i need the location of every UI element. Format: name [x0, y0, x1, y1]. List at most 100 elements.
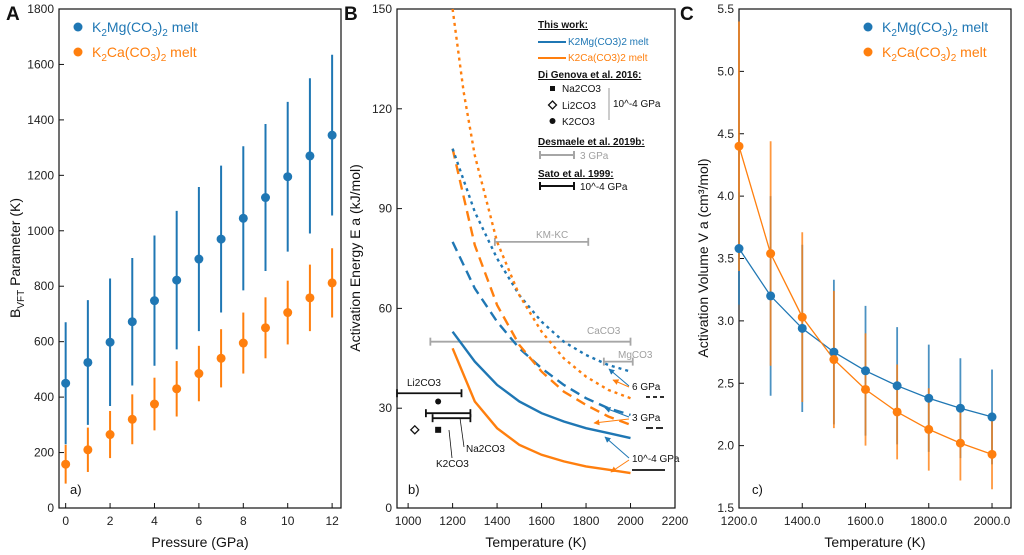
p3-label: 3 GPa [632, 413, 661, 424]
panel-c-point-ca [734, 141, 744, 151]
panel-a-point-mg [61, 378, 71, 388]
panel-a-sub-label: a) [70, 482, 82, 497]
panel-a-point-mg [216, 234, 226, 244]
na2co3-point [435, 426, 442, 433]
panel-c-point-mg [766, 291, 776, 301]
panel-c-point-ca [924, 424, 934, 434]
panel-a-ytick-label: 400 [34, 390, 54, 404]
panel-b-xtick-label: 1200 [439, 514, 466, 528]
legend-digenova: Di Genova et al. 2016: [538, 70, 641, 81]
p6-arrow-blue [608, 368, 630, 387]
panel-b-xtick-label: 1600 [528, 514, 555, 528]
panel-a-point-ca [149, 399, 159, 409]
legend-desmaele-p: 3 GPa [580, 151, 609, 162]
panel-b-letter: B [344, 4, 358, 25]
panel-c-point-ca [797, 312, 807, 322]
panel-a-frame [58, 8, 342, 509]
panel-a-xtick-label: 2 [107, 514, 114, 528]
panel-c-xtick-label: 1800.0 [910, 514, 947, 528]
p1e4-arrow-blue [604, 436, 630, 459]
panel-a-legend-mg-marker [73, 22, 83, 32]
panel-b-xtick-label: 1000 [395, 514, 422, 528]
panel-a-point-mg [305, 151, 315, 161]
panel-b-ylabel: Activation Energy E a (kJ/mol) [347, 164, 363, 352]
panel-a-ytick-label: 1200 [27, 168, 54, 182]
legend-sato-p: 10^-4 GPa [580, 182, 628, 193]
panel-a-xlabel: Pressure (GPa) [151, 534, 248, 550]
li2co3-label: Li2CO3 [407, 378, 441, 389]
panel-a-point-mg [127, 317, 137, 327]
panel-a-point-ca [283, 308, 293, 318]
panel-c-frame [738, 8, 1012, 509]
na2co3-leader [459, 417, 465, 448]
panel-a-xtick-label: 12 [325, 514, 339, 528]
panel-c-legend-mg: K2Mg(CO3)2 melt [882, 19, 988, 39]
panel-c-point-ca [829, 355, 839, 365]
panel-c-ytick-label: 2.5 [717, 376, 734, 390]
panel-b-xlabel: Temperature (K) [485, 534, 586, 550]
legend-mg-entry: K2Mg(CO3)2 melt [568, 37, 649, 48]
panel-c-ytick-label: 4.5 [717, 127, 734, 141]
series-line [451, 330, 631, 440]
legend-k2co3: K2CO3 [562, 117, 595, 128]
panel-a-point-mg [283, 172, 293, 182]
panel-a-point-ca [83, 445, 93, 455]
pressure-callouts [593, 368, 665, 473]
panel-b-ytick-label: 0 [385, 501, 392, 515]
legend-sato: Sato et al. 1999: [538, 169, 614, 180]
p1e4-arrow-orange [610, 459, 630, 473]
li2co3-point [409, 424, 420, 435]
panel-a-point-mg [172, 275, 182, 285]
panel-c-point-mg [797, 323, 807, 333]
panel-c-letter: C [680, 4, 694, 25]
p6-label: 6 GPa [632, 382, 661, 393]
panel-a-ytick-label: 600 [34, 335, 54, 349]
panel-c-point-mg [987, 412, 997, 422]
series-line [451, 347, 631, 475]
panel-b-frame [396, 8, 676, 509]
k2co3-point [435, 398, 442, 405]
k2co3-leader [448, 429, 453, 459]
panel-a-point-mg [194, 254, 204, 264]
panel-a-legend-ca: K2Ca(CO3)2 melt [92, 44, 197, 64]
panel-c-point-mg [892, 381, 902, 391]
panel-a-point-ca [261, 323, 271, 333]
panel-a-point-mg [149, 296, 159, 306]
p1e4-label: 10^-4 GPa [632, 454, 680, 465]
panel-a-xtick-label: 4 [151, 514, 158, 528]
series-line [451, 148, 631, 426]
legend-li2co3-marker [547, 100, 558, 110]
panel-c-xtick-label: 1600.0 [847, 514, 884, 528]
panel-c-legend-ca-marker [863, 47, 873, 57]
panel-c-point-mg [829, 347, 839, 357]
panel-c-sub-label: c) [752, 482, 763, 497]
p3-arrow-blue [604, 407, 630, 418]
panel-a-ytick-label: 1000 [27, 224, 54, 238]
legend-digenova-p: 10^-4 GPa [613, 99, 661, 110]
panel-a-point-mg [238, 213, 248, 223]
panel-a-xtick-label: 0 [62, 514, 69, 528]
panel-b-xtick-label: 1800 [573, 514, 600, 528]
panel-b-ytick-label: 30 [379, 401, 393, 415]
panel-c-legend-ca: K2Ca(CO3)2 melt [882, 44, 987, 64]
kmkc-label: KM-KC [536, 230, 568, 241]
legend-ca-entry: K2Ca(CO3)2 melt [568, 53, 648, 64]
panel-b-legend: This work: K2Mg(CO3)2 melt K2Ca(CO3)2 me… [538, 20, 661, 193]
panel-c-point-ca [987, 449, 997, 459]
panel-c-legend-mg-marker [863, 22, 873, 32]
panel-c-ytick-label: 5.5 [717, 2, 734, 16]
panel-a: A 0 2 4 6 8 10 12 0 200 400 600 800 1000 1200 1400 1600… [6, 2, 342, 550]
panel-a-point-ca [238, 338, 248, 348]
panel-b-ytick-label: 150 [372, 2, 392, 16]
panel-c-point-mg [955, 403, 965, 413]
panel-a-point-ca [305, 293, 315, 303]
legend-na2co3-marker [550, 86, 555, 91]
panel-c-ytick-label: 3.0 [717, 314, 734, 328]
p3-arrow-orange [593, 418, 630, 426]
panel-a-ytick-label: 200 [34, 446, 54, 460]
p6-arrow-orange [612, 379, 630, 388]
legend-li2co3: Li2CO3 [562, 101, 596, 112]
panel-c-point-mg [861, 366, 871, 376]
panel-a-point-mg [261, 193, 271, 203]
